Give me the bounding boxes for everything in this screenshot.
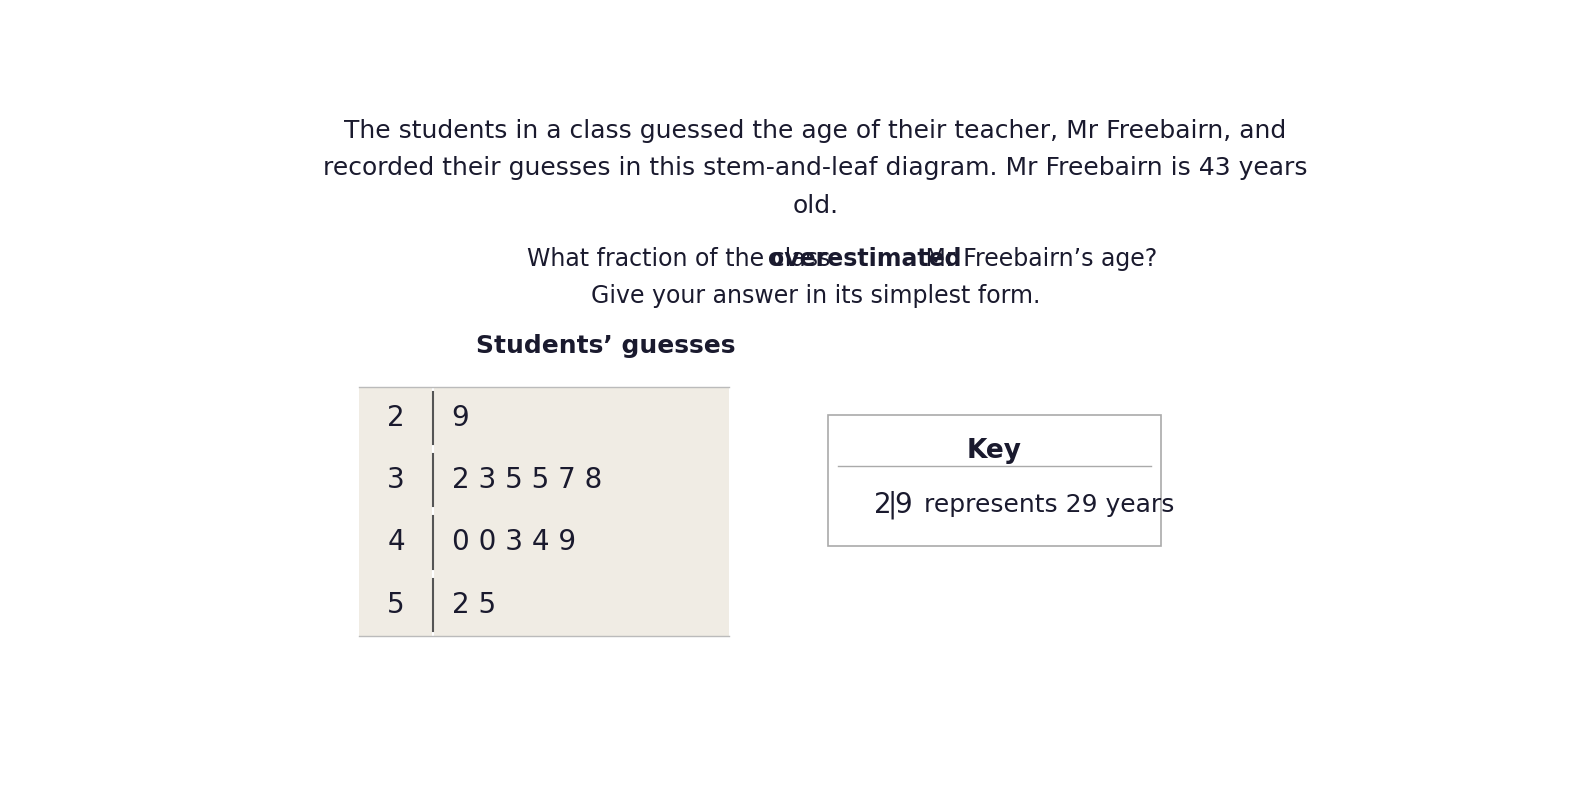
FancyBboxPatch shape xyxy=(431,574,434,636)
Text: old.: old. xyxy=(792,193,838,218)
Text: 4: 4 xyxy=(387,528,406,557)
Text: What fraction of the class: What fraction of the class xyxy=(527,247,838,270)
Text: Give your answer in its simplest form.: Give your answer in its simplest form. xyxy=(590,284,1041,308)
Text: 9: 9 xyxy=(452,404,469,432)
Text: 2: 2 xyxy=(387,404,406,432)
FancyBboxPatch shape xyxy=(431,449,434,511)
Text: overestimated: overestimated xyxy=(768,247,961,270)
FancyBboxPatch shape xyxy=(360,449,433,511)
FancyBboxPatch shape xyxy=(431,511,434,574)
FancyBboxPatch shape xyxy=(360,387,433,449)
FancyBboxPatch shape xyxy=(360,511,433,574)
Text: 2 5: 2 5 xyxy=(452,591,496,619)
FancyBboxPatch shape xyxy=(360,574,433,636)
Text: 5: 5 xyxy=(387,591,406,619)
Text: 3: 3 xyxy=(387,466,406,494)
FancyBboxPatch shape xyxy=(433,574,729,636)
Text: Mr Freebairn’s age?: Mr Freebairn’s age? xyxy=(918,247,1157,270)
FancyBboxPatch shape xyxy=(433,511,729,574)
Text: The students in a class guessed the age of their teacher, Mr Freebairn, and: The students in a class guessed the age … xyxy=(344,119,1287,143)
FancyBboxPatch shape xyxy=(431,387,434,449)
FancyBboxPatch shape xyxy=(433,387,729,449)
Text: Students’ guesses: Students’ guesses xyxy=(476,334,735,358)
FancyBboxPatch shape xyxy=(827,415,1161,545)
Text: 2 3 5 5 7 8: 2 3 5 5 7 8 xyxy=(452,466,601,494)
Text: Key: Key xyxy=(967,438,1021,464)
Text: |: | xyxy=(888,491,897,519)
Text: 2: 2 xyxy=(873,491,891,519)
Text: represents 29 years: represents 29 years xyxy=(908,493,1174,517)
Text: 0 0 3 4 9: 0 0 3 4 9 xyxy=(452,528,576,557)
Text: 9: 9 xyxy=(894,491,912,519)
Text: recorded their guesses in this stem-and-leaf diagram. Mr Freebairn is 43 years: recorded their guesses in this stem-and-… xyxy=(323,156,1308,180)
FancyBboxPatch shape xyxy=(433,449,729,511)
